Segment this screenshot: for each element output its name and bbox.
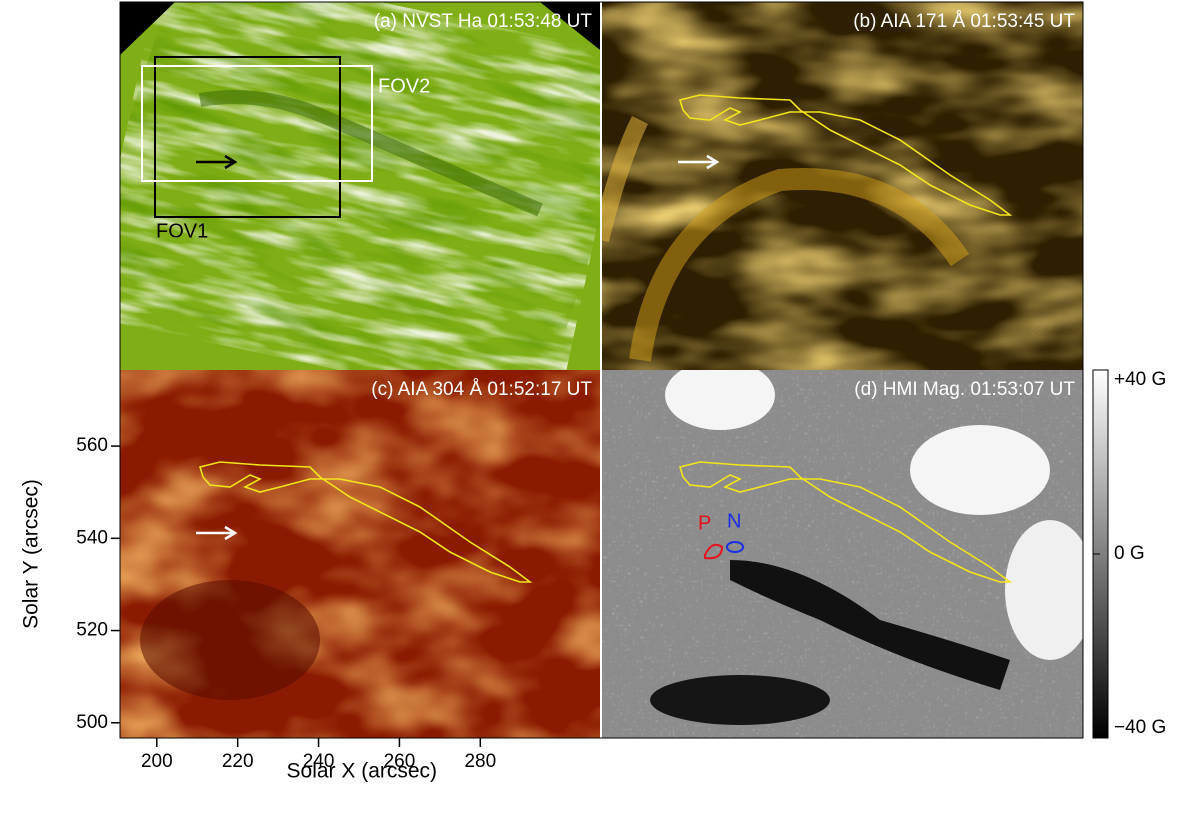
panel-c-image — [120, 370, 600, 738]
x-axis-label: Solar X (arcsec) — [287, 760, 438, 783]
annotation: FOV1 — [156, 220, 208, 242]
y-tick-label: 500 — [76, 712, 108, 733]
x-tick-label: 240 — [303, 751, 335, 772]
x-tick-label: 200 — [141, 751, 173, 772]
panel-b-image — [602, 2, 1083, 370]
arrow — [196, 525, 238, 541]
fov1-box — [154, 56, 341, 218]
colorbar-label: +40 G — [1114, 369, 1166, 390]
y-tick-label: 560 — [76, 435, 108, 456]
colorbar-label: −40 G — [1114, 717, 1166, 738]
x-tick-label: 280 — [464, 751, 496, 772]
panel-title: (c) AIA 304 Å 01:52:17 UT — [371, 379, 592, 400]
panel-title: (a) NVST Ha 01:53:48 UT — [374, 11, 593, 32]
arrow — [196, 154, 238, 170]
y-tick-label: 540 — [76, 527, 108, 548]
panel-d-image — [602, 370, 1083, 738]
annotation: N — [727, 510, 741, 532]
panel-title: (d) HMI Mag. 01:53:07 UT — [854, 379, 1075, 400]
frame — [119, 1, 1084, 739]
colorbar-label: 0 G — [1114, 543, 1145, 564]
annotation: FOV2 — [378, 75, 430, 97]
arrow — [678, 154, 720, 170]
y-axis-label: Solar Y (arcsec) — [20, 479, 43, 629]
x-tick-label: 260 — [384, 751, 416, 772]
annotation: P — [698, 512, 711, 534]
x-tick-label: 220 — [222, 751, 254, 772]
fov2-box — [141, 65, 373, 182]
panel-title: (b) AIA 171 Å 01:53:45 UT — [853, 11, 1075, 32]
panel-a-image — [120, 2, 600, 370]
y-tick-label: 520 — [76, 620, 108, 641]
